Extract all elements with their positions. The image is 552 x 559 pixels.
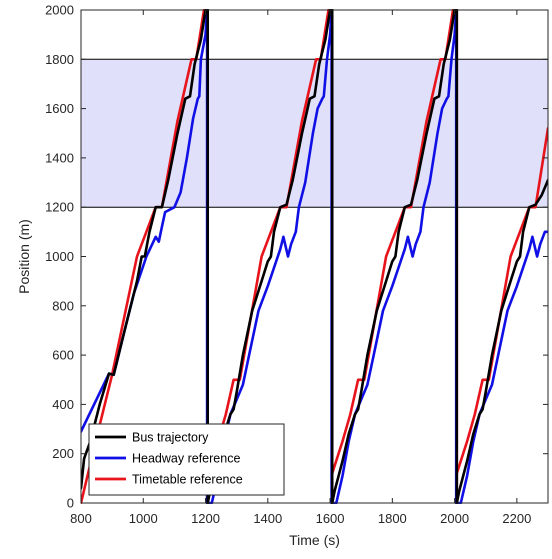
x-tick-label-1600: 1600: [316, 511, 345, 526]
y-tick-label-1600: 1600: [45, 101, 74, 116]
y-axis-label: Position (m): [16, 219, 32, 294]
x-tick-label-2200: 2200: [502, 511, 531, 526]
axes: 800 1000 1200 1400 1600 1800 2000 2200 0 200 400 60…: [45, 3, 549, 526]
legend-label-timetable-reference: Timetable reference: [132, 473, 243, 487]
x-tick-label-1000: 1000: [129, 511, 158, 526]
legend-label-bus-trajectory: Bus trajectory: [132, 431, 209, 445]
bus-trajectory-line-segment-1: [81, 9, 209, 504]
y-tick-label-200: 200: [52, 446, 74, 461]
y-tick-label-600: 600: [52, 348, 74, 363]
y-tick-label-1800: 1800: [45, 52, 74, 67]
x-tick-label-1400: 1400: [253, 511, 282, 526]
y-tick-label-2000: 2000: [45, 3, 74, 18]
legend: Bus trajectory Headway reference Timetable…: [88, 423, 285, 496]
x-tick-label-1800: 1800: [378, 511, 407, 526]
bus-trajectory-line-segment-2: [206, 9, 334, 504]
y-tick-label-0: 0: [67, 496, 74, 511]
y-tick-label-800: 800: [52, 298, 74, 313]
y-tick-label-1200: 1200: [45, 200, 74, 215]
x-tick-label-1200: 1200: [191, 511, 220, 526]
plot-area: [81, 9, 548, 504]
shaded-band: [81, 59, 548, 208]
x-tick-label-800: 800: [70, 511, 92, 526]
headway-reference-line-segment-4: [454, 230, 548, 504]
y-tick-label-1400: 1400: [45, 150, 74, 165]
y-tick-label-400: 400: [52, 397, 74, 412]
bus-trajectory-line-segment-3: [330, 9, 459, 504]
bus-trajectory-line-segment-4: [455, 178, 548, 504]
x-axis-label: Time (s): [289, 532, 340, 548]
x-tick-label-2000: 2000: [440, 511, 469, 526]
series-lines: [81, 9, 548, 504]
y-tick-label-1000: 1000: [45, 249, 74, 264]
legend-label-headway-reference: Headway reference: [132, 452, 240, 466]
